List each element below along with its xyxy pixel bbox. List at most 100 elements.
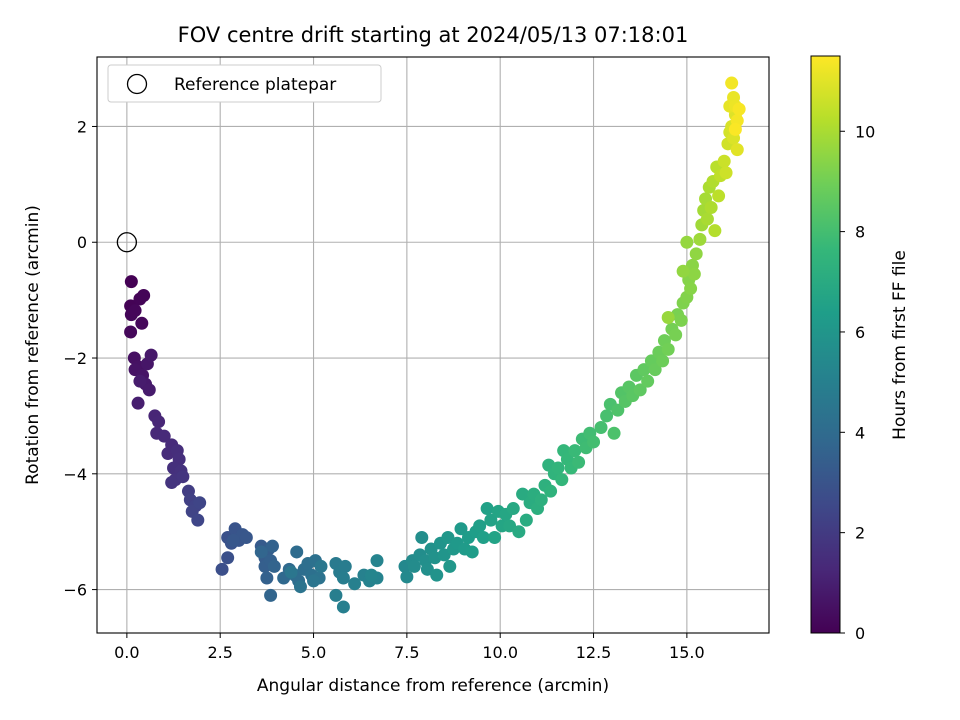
data-point bbox=[568, 444, 582, 458]
data-point bbox=[135, 316, 149, 330]
data-point bbox=[443, 559, 457, 573]
data-point bbox=[488, 530, 502, 544]
data-point bbox=[700, 212, 714, 226]
y-tick-label: −6 bbox=[63, 581, 87, 600]
data-point bbox=[712, 189, 726, 203]
scatter-points bbox=[124, 76, 746, 614]
reference-platepar-marker bbox=[116, 232, 138, 253]
data-point bbox=[534, 493, 548, 507]
data-point bbox=[307, 574, 321, 588]
legend-box bbox=[107, 64, 382, 103]
data-point bbox=[176, 470, 190, 484]
data-point bbox=[348, 577, 362, 591]
data-point bbox=[142, 383, 156, 397]
x-tick-label: 5.0 bbox=[301, 643, 326, 662]
data-point bbox=[370, 554, 384, 568]
data-point bbox=[133, 374, 147, 388]
data-point bbox=[687, 267, 701, 281]
colorbar-tick-label: 10 bbox=[855, 122, 875, 141]
data-point bbox=[191, 513, 205, 527]
data-point bbox=[480, 502, 494, 516]
data-point bbox=[600, 409, 614, 423]
data-point bbox=[124, 325, 138, 339]
y-axis-label: Rotation from reference (arcmin) bbox=[23, 205, 43, 485]
legend: Reference platepar bbox=[107, 64, 382, 103]
data-point bbox=[165, 475, 179, 489]
colorbar-tick-label: 2 bbox=[855, 524, 865, 543]
data-point bbox=[728, 122, 742, 136]
data-point bbox=[264, 588, 278, 602]
data-point bbox=[648, 363, 662, 377]
data-point bbox=[437, 548, 451, 562]
y-axis-ticks: −6 −4 −2 0 2 bbox=[63, 117, 97, 600]
data-point bbox=[506, 502, 520, 516]
data-point bbox=[684, 282, 698, 296]
colorbar-ticks: 0 2 4 6 8 10 bbox=[840, 122, 875, 643]
data-point bbox=[607, 426, 621, 440]
data-point bbox=[693, 232, 707, 246]
data-point bbox=[441, 530, 455, 544]
data-point bbox=[420, 562, 434, 576]
data-point bbox=[157, 429, 171, 443]
data-point bbox=[415, 530, 429, 544]
y-tick-label: 2 bbox=[77, 117, 87, 136]
data-point bbox=[704, 201, 718, 215]
data-point bbox=[656, 354, 670, 368]
data-point bbox=[484, 513, 498, 527]
data-point bbox=[400, 570, 414, 584]
data-point bbox=[407, 559, 421, 573]
data-point bbox=[144, 348, 158, 362]
data-point bbox=[137, 289, 151, 303]
colorbar-tick-label: 4 bbox=[855, 423, 865, 442]
colorbar bbox=[810, 55, 841, 634]
x-tick-label: 7.5 bbox=[394, 643, 419, 662]
data-point bbox=[587, 435, 601, 449]
data-point bbox=[544, 484, 558, 498]
data-point bbox=[476, 530, 490, 544]
reference-marker-layer bbox=[116, 232, 138, 253]
data-point bbox=[555, 473, 569, 487]
data-point bbox=[572, 455, 586, 469]
data-point bbox=[519, 513, 533, 527]
data-point bbox=[260, 571, 274, 585]
x-tick-label: 2.5 bbox=[207, 643, 232, 662]
data-point bbox=[124, 275, 138, 289]
data-point bbox=[131, 396, 145, 410]
x-tick-label: 12.5 bbox=[576, 643, 612, 662]
data-point bbox=[516, 487, 530, 501]
legend-reference-marker bbox=[126, 73, 148, 95]
data-point bbox=[128, 304, 142, 318]
data-point bbox=[512, 525, 526, 539]
data-point bbox=[473, 519, 487, 533]
x-tick-label: 0.0 bbox=[114, 643, 139, 662]
data-point bbox=[454, 522, 468, 536]
x-tick-label: 15.0 bbox=[669, 643, 705, 662]
data-point bbox=[465, 545, 479, 559]
data-point bbox=[611, 403, 625, 417]
data-point bbox=[336, 600, 350, 614]
data-point bbox=[669, 328, 683, 342]
data-point bbox=[293, 580, 307, 594]
data-point bbox=[551, 461, 565, 475]
data-point bbox=[637, 363, 651, 377]
data-point bbox=[215, 562, 229, 576]
data-point bbox=[674, 313, 688, 327]
data-point bbox=[641, 374, 655, 388]
data-point bbox=[708, 224, 722, 238]
data-point bbox=[265, 539, 279, 553]
x-axis-label: Angular distance from reference (arcmin) bbox=[257, 676, 609, 696]
data-point bbox=[430, 568, 444, 582]
data-point bbox=[338, 559, 352, 573]
data-point bbox=[725, 76, 739, 90]
data-point bbox=[284, 565, 298, 579]
data-point bbox=[314, 559, 328, 573]
data-point bbox=[719, 166, 733, 180]
colorbar-tick-label: 8 bbox=[855, 223, 865, 242]
data-point bbox=[661, 342, 675, 356]
data-point bbox=[732, 102, 746, 116]
data-point bbox=[329, 588, 343, 602]
data-point bbox=[254, 545, 268, 559]
data-point bbox=[290, 545, 304, 559]
